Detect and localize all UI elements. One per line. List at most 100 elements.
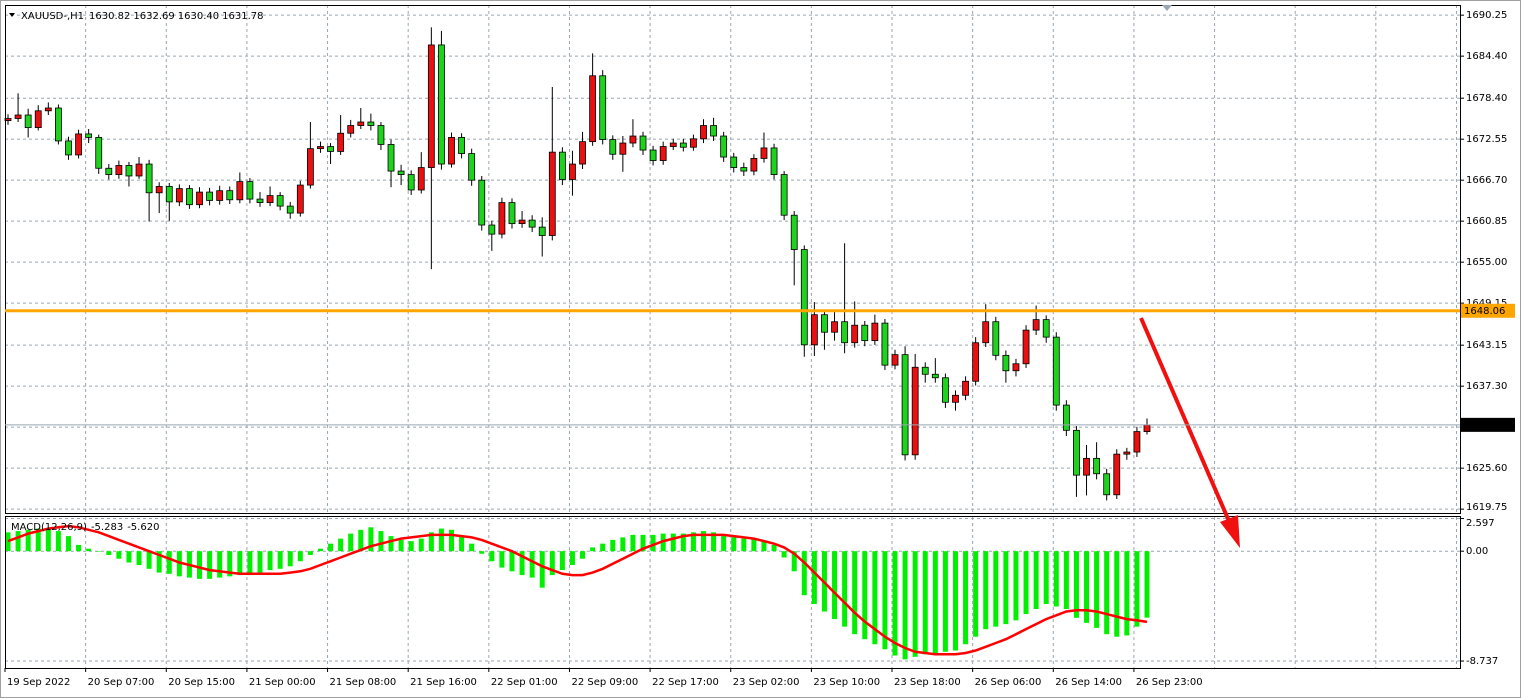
grid [5,5,1460,668]
macd-bar [1023,551,1029,615]
candle-body [720,135,728,158]
macd-bar [257,551,263,573]
candle-body [327,146,334,152]
x-tick-label: 22 Sep 17:00 [652,677,719,688]
y-tick-label: 0.00 [1466,546,1488,557]
candle-body [931,373,939,379]
candle-body [629,135,637,144]
candle-body [85,133,93,138]
macd-bar [993,551,999,627]
candle-body [942,377,949,403]
macd-bar [378,531,384,552]
candle-body [1113,453,1121,496]
symbol: XAUUSD-,H1 [21,11,84,22]
macd-bar [277,551,283,569]
x-tick-label: 21 Sep 08:00 [330,677,397,688]
macd-bar [791,551,797,572]
candle-body [750,158,758,172]
macd-bar [489,551,495,562]
candle-body [1093,457,1101,475]
candle-body [659,146,667,161]
macd-bar [116,551,122,559]
candle-body [236,181,244,201]
candle-body [790,214,798,250]
macd-bar [317,548,323,552]
macd-bar [1124,551,1130,636]
candle-body [306,148,314,186]
candle-body [911,366,919,456]
macd-bar [156,551,162,573]
macd-bar [35,528,41,552]
candle-body [679,142,687,148]
candle-body [649,149,657,161]
candle-body [427,44,435,168]
candle-body [357,121,365,126]
candle-body [569,163,576,180]
macd-bar [781,551,787,558]
macd-bar [438,528,444,552]
menu-triangle [9,13,15,17]
macd-bar [610,539,616,552]
candle-body [397,170,405,175]
macd-bar [1053,551,1059,607]
y-tick-label: 1678.40 [1466,93,1507,104]
macd-bar [852,551,858,635]
x-tick-label: 21 Sep 00:00 [249,677,316,688]
x-tick-label: 23 Sep 18:00 [894,677,961,688]
candle-body [579,141,586,165]
candle-body [992,321,1000,356]
candle-body [952,394,959,403]
x-tick-label: 26 Sep 14:00 [1055,677,1122,688]
macd-bar [479,551,485,554]
candle-body [558,151,566,180]
candle-body [165,186,173,203]
macd-bar [1144,551,1150,618]
macd-bar [25,529,31,552]
candle-body [619,142,627,155]
macd-bar [680,533,686,552]
candle-body [599,75,607,140]
macd-bar [5,532,11,552]
macd-bar [449,529,455,552]
macd-bar [519,551,525,576]
candle-body [528,219,536,228]
macd-bar [711,532,717,552]
x-tick-label: 22 Sep 09:00 [571,677,638,688]
candle-body [730,156,738,168]
macd-bar [741,538,747,552]
y-tick-label: 1684.40 [1466,51,1507,62]
candle-body [276,195,284,207]
high-readout: 1632.69 [133,11,174,22]
candle-body [821,314,828,333]
candle-body [1062,404,1070,431]
macd-bar [76,544,82,552]
macd-bar [640,534,646,552]
candle-body [1143,424,1151,432]
candle-body [296,184,304,214]
candle-body [387,144,395,172]
macd-bar [368,527,374,552]
macd-bar [459,536,465,552]
x-tick-label: 20 Sep 07:00 [88,677,155,688]
candle-body [145,163,153,194]
candle-body [760,147,768,159]
macd-bar [590,547,596,552]
candle-body [810,314,818,346]
candle-body [921,366,929,375]
macd-bar [418,538,424,552]
macd-bar [1073,551,1079,618]
x-tick-label: 19 Sep 2022 [7,677,70,688]
macd-bar [912,551,918,657]
candle-body [256,198,264,203]
candle-body [34,110,42,129]
candle-body [175,188,183,203]
macd-bar [751,538,757,552]
candle-body [891,354,899,366]
macd-bar [237,551,243,576]
macd-bar [1094,551,1100,628]
candle-body [609,139,617,155]
candle-body [871,322,879,342]
candle-body [639,135,647,151]
macd-bar [55,531,61,552]
